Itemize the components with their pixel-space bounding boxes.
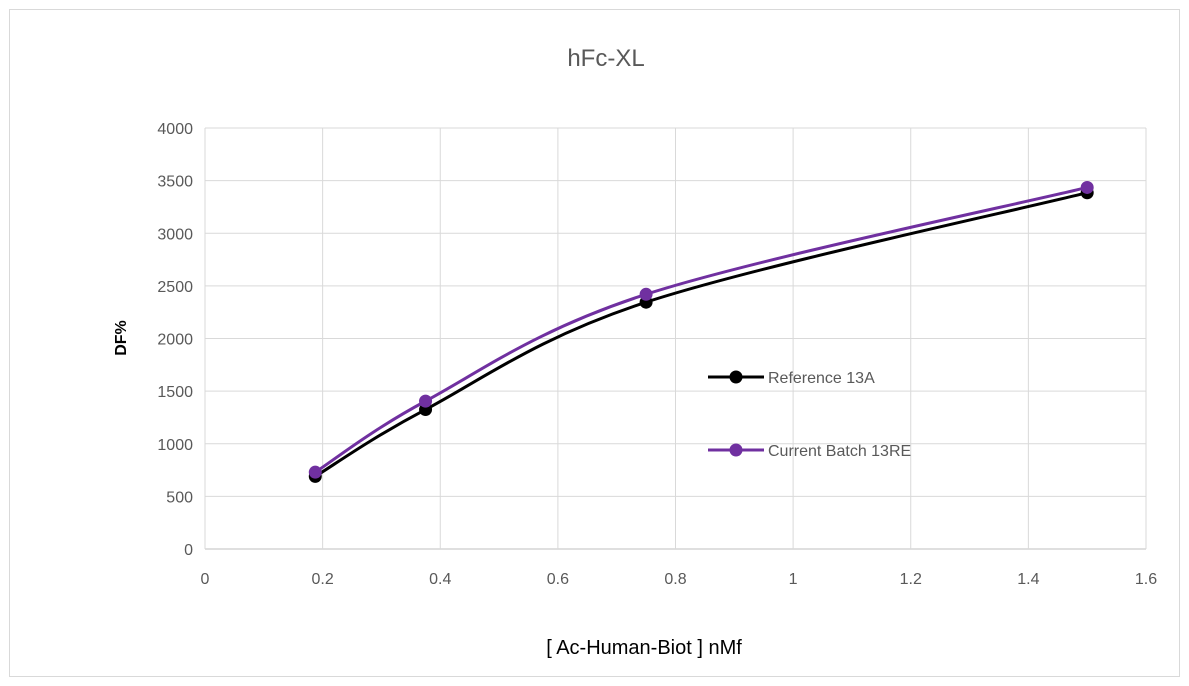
data-series — [308, 180, 1094, 483]
y-tick-label: 1500 — [157, 384, 193, 401]
y-axis-tick-labels: 0 500 1000 1500 2000 2500 3000 3500 4000 — [157, 121, 193, 559]
legend-marker — [729, 370, 743, 384]
x-tick-label: 0 — [201, 571, 210, 588]
y-tick-label: 500 — [166, 489, 193, 506]
x-tick-label: 1.2 — [900, 571, 922, 588]
data-point — [419, 394, 433, 408]
chart-title: hFc-XL — [567, 45, 644, 72]
legend-marker — [729, 443, 743, 457]
y-tick-label: 3500 — [157, 174, 193, 191]
data-point — [308, 465, 322, 479]
y-tick-label: 2000 — [157, 332, 193, 349]
x-tick-label: 0.2 — [312, 571, 334, 588]
x-tick-label: 0.6 — [547, 571, 569, 588]
y-tick-label: 1000 — [157, 437, 193, 454]
series-line — [314, 191, 1088, 478]
y-tick-label: 4000 — [157, 121, 193, 138]
legend-label: Reference 13A — [768, 370, 875, 387]
y-tick-label: 0 — [184, 542, 193, 559]
series-1 — [308, 180, 1094, 479]
y-tick-label: 3000 — [157, 226, 193, 243]
x-axis-tick-labels: 0 0.2 0.4 0.6 0.8 1 1.2 1.4 1.6 — [201, 571, 1158, 588]
legend-item: Reference 13A — [708, 370, 875, 387]
x-axis-title: [ Ac-Human-Biot ] nMf — [546, 637, 742, 659]
chart-area — [9, 9, 1180, 677]
series-0 — [308, 186, 1094, 483]
legend-item: Current Batch 13RE — [708, 443, 911, 460]
x-tick-label: 0.4 — [429, 571, 451, 588]
gridlines — [204, 127, 1147, 550]
legend-label: Current Batch 13RE — [768, 443, 911, 460]
legend: Reference 13A Current Batch 13RE — [708, 370, 911, 460]
x-tick-label: 1.6 — [1135, 571, 1157, 588]
series-line — [314, 186, 1088, 474]
data-point — [1080, 180, 1094, 194]
x-tick-label: 1.4 — [1017, 571, 1039, 588]
y-axis-title: DF% — [113, 320, 130, 356]
data-point — [639, 287, 653, 301]
y-tick-label: 2500 — [157, 279, 193, 296]
x-tick-label: 0.8 — [664, 571, 686, 588]
x-tick-label: 1 — [789, 571, 798, 588]
